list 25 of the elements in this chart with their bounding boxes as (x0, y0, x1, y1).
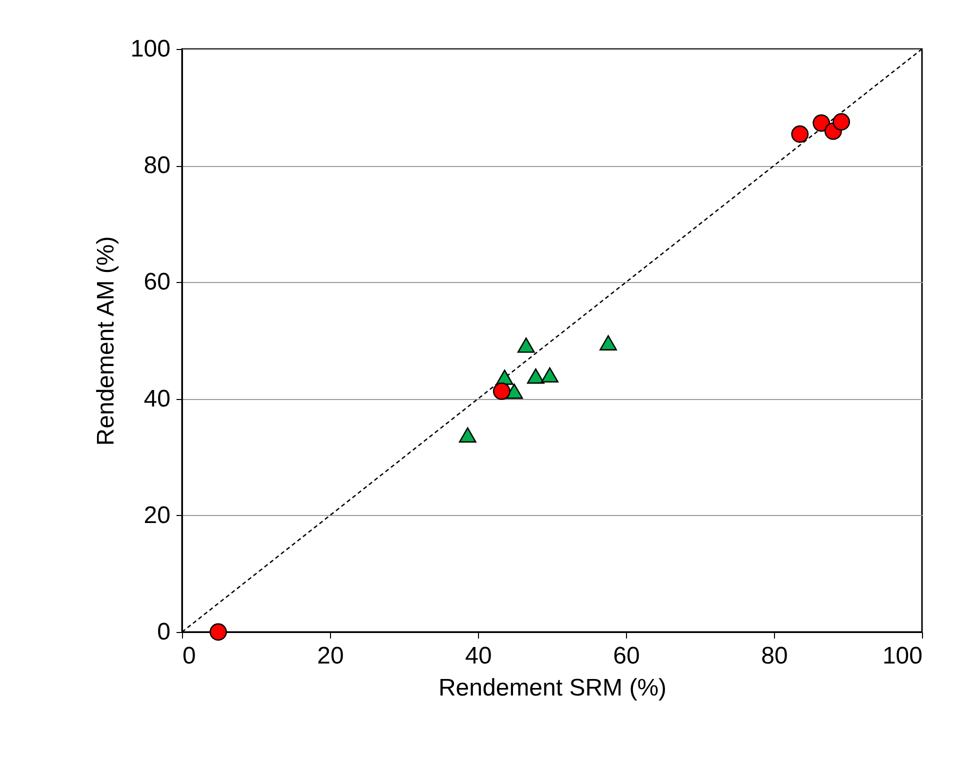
point (791, 125, 809, 143)
point (492, 382, 510, 400)
point (541, 367, 558, 383)
x-tick-label: 80 (761, 642, 788, 670)
y-tick-label: 80 (144, 152, 170, 180)
y-tick-label: 20 (144, 502, 170, 529)
y-tick-label: 0 (157, 618, 170, 646)
x-tick-label: 40 (465, 642, 492, 670)
point (517, 338, 535, 353)
y-axis-title: Rendement AM (%) (92, 236, 120, 446)
x-tick-label: 60 (613, 642, 640, 670)
y-tick-label: 100 (130, 36, 170, 62)
y-tick-label: 60 (144, 268, 170, 296)
x-tick-label: 20 (317, 642, 344, 670)
x-tick-label: 100 (882, 642, 922, 670)
point (812, 114, 830, 132)
point (527, 368, 544, 384)
point (832, 113, 850, 131)
y-tick-label: 40 (144, 385, 170, 412)
x-axis-title: Rendement SRM (%) (438, 674, 667, 702)
point (210, 623, 227, 641)
point (506, 384, 523, 399)
point (458, 427, 476, 443)
point (600, 335, 617, 350)
x-tick-label: 0 (182, 642, 196, 670)
